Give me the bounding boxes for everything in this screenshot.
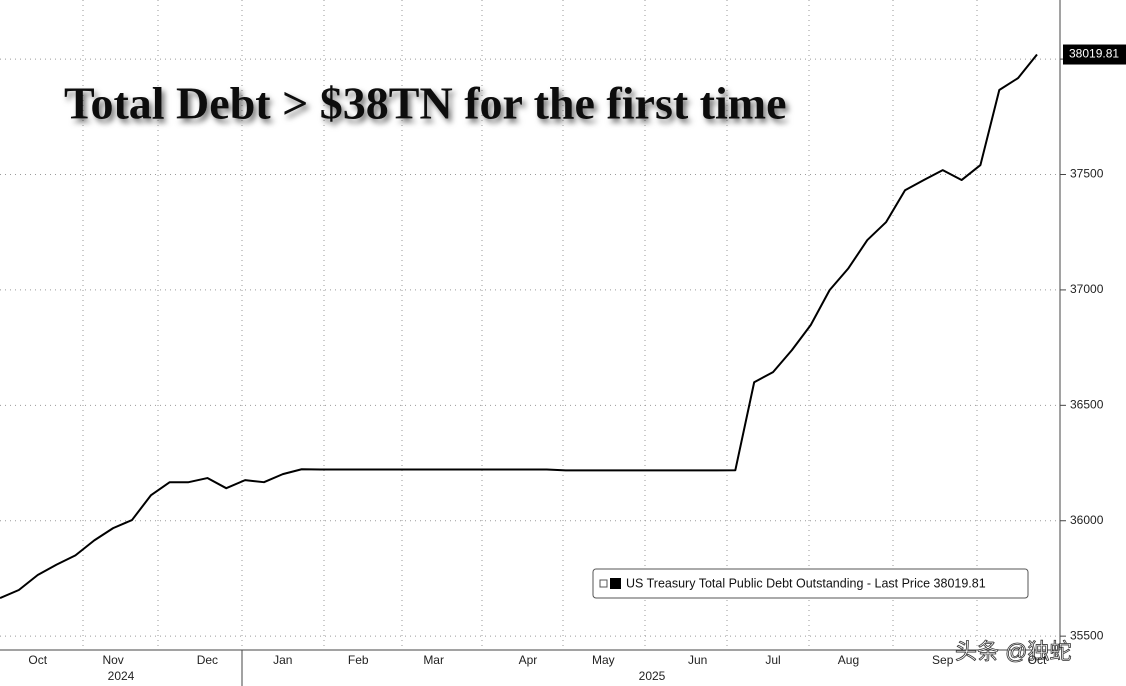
- plot-area: [0, 53, 1038, 599]
- series-line: [0, 53, 1038, 599]
- x-tick-label: Dec: [197, 653, 218, 667]
- x-tick-label: Aug: [838, 653, 859, 667]
- x-tick-label: Oct: [1028, 653, 1047, 667]
- x-tick-label: Oct: [28, 653, 47, 667]
- x-tick-label: Jan: [273, 653, 292, 667]
- x-tick-label: Nov: [102, 653, 123, 667]
- y-tick-label: 37500: [1070, 167, 1104, 181]
- last-price-box: [1063, 44, 1126, 65]
- chart-title: Total Debt > $38TN for the first time: [64, 78, 787, 129]
- x-tick-label: Sep: [932, 653, 954, 667]
- y-tick-label: 35500: [1070, 628, 1104, 642]
- legend-box: [592, 568, 1029, 599]
- x-tick-label: May: [592, 653, 615, 667]
- x-tick-label: Jul: [765, 653, 780, 667]
- last-price-badge: 38019.81: [1063, 44, 1126, 65]
- grid: [0, 0, 1060, 650]
- watermark: 头条 @独蛇: [955, 639, 1071, 664]
- x-group-label: 2024: [108, 669, 135, 683]
- y-tick-label: 36000: [1070, 513, 1104, 527]
- last-price-label: 38019.81: [1069, 47, 1119, 61]
- legend-swatch: [610, 578, 621, 589]
- y-tick-label: 36500: [1070, 397, 1104, 411]
- legend: US Treasury Total Public Debt Outstandin…: [592, 568, 1029, 599]
- y-tick-label: 37000: [1070, 282, 1104, 296]
- x-tick-label: Apr: [519, 653, 538, 667]
- x-tick-label: Jun: [688, 653, 707, 667]
- x-tick-label: Feb: [348, 653, 369, 667]
- x-group-label: 2025: [639, 669, 666, 683]
- x-tick-label: Mar: [423, 653, 444, 667]
- legend-label: US Treasury Total Public Debt Outstandin…: [626, 576, 986, 590]
- legend-toggle: [599, 579, 608, 588]
